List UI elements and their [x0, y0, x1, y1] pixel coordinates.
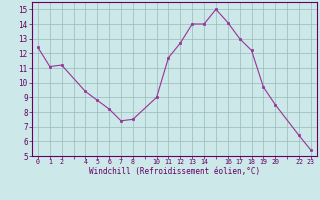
X-axis label: Windchill (Refroidissement éolien,°C): Windchill (Refroidissement éolien,°C)	[89, 167, 260, 176]
